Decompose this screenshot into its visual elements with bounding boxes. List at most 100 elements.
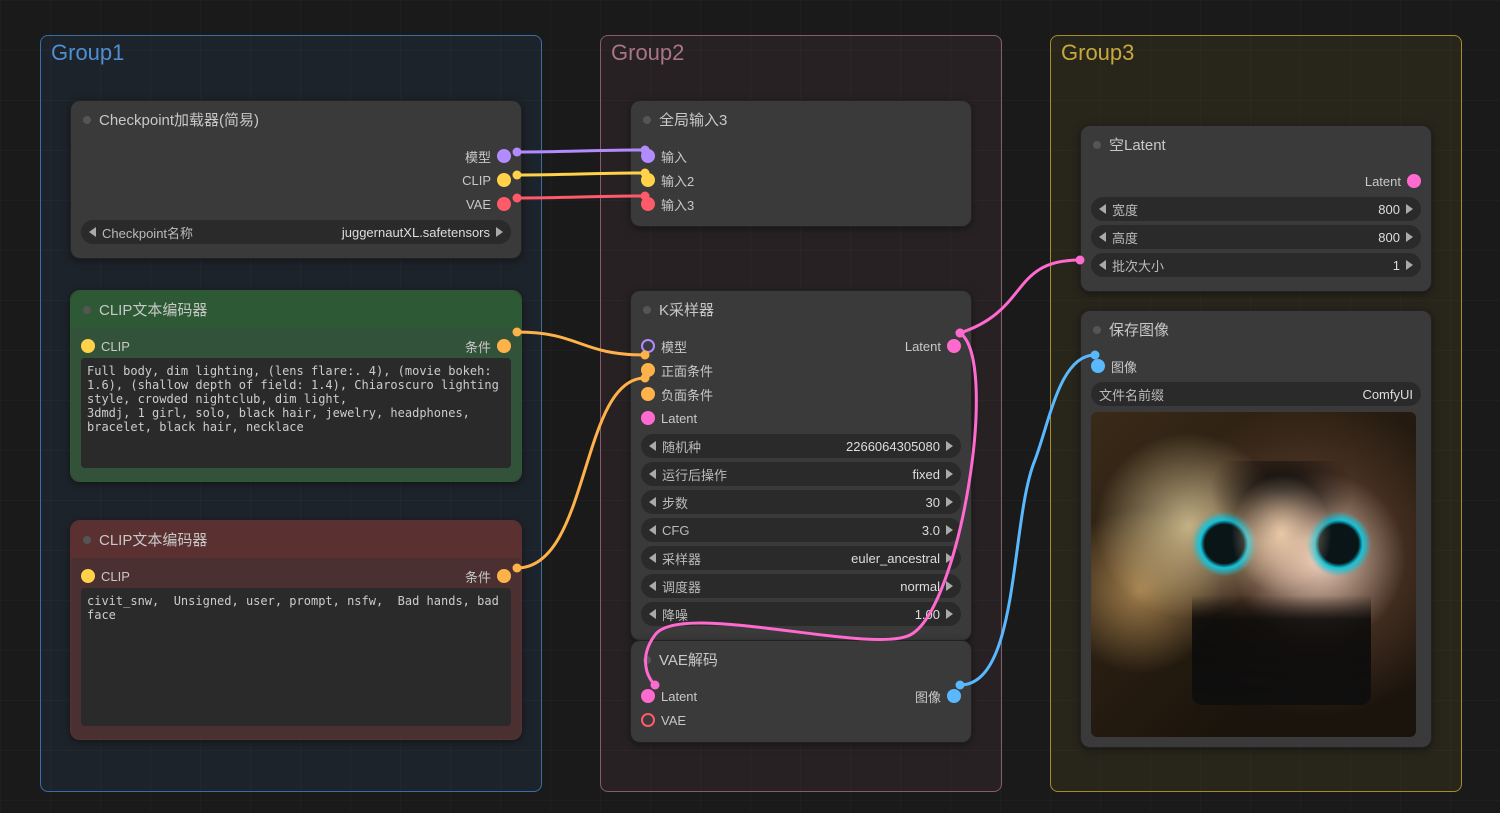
widget-value: juggernautXL.safetensors [342, 225, 490, 240]
chevron-left-icon[interactable] [649, 525, 656, 535]
ksampler-params-row[interactable]: 随机种2266064305080 [641, 434, 961, 458]
ksampler-params-row[interactable]: CFG3.0 [641, 518, 961, 542]
node-clip-text-positive[interactable]: CLIP文本编码器 CLIP 条件 [70, 290, 522, 482]
ksampler-params-row[interactable]: 采样器euler_ancestral [641, 546, 961, 570]
output-model-port[interactable] [497, 149, 511, 163]
chevron-right-icon[interactable] [946, 497, 953, 507]
param-value: 1.00 [915, 607, 940, 622]
input-model-port[interactable] [641, 339, 655, 353]
output-cond-port[interactable] [497, 339, 511, 353]
input-image-port[interactable] [1091, 359, 1105, 373]
collapse-icon[interactable] [1093, 141, 1101, 149]
collapse-icon[interactable] [83, 306, 91, 314]
node-header[interactable]: 全局输入3 [631, 101, 971, 138]
node-header[interactable]: CLIP文本编码器 [71, 521, 521, 558]
node-global-input[interactable]: 全局输入3 输入 输入2 输入3 [630, 100, 972, 227]
input-vae-label: VAE [661, 713, 686, 728]
input1-port[interactable] [641, 149, 655, 163]
node-clip-text-negative[interactable]: CLIP文本编码器 CLIP 条件 [70, 520, 522, 740]
chevron-left-icon[interactable] [649, 497, 656, 507]
chevron-right-icon[interactable] [946, 609, 953, 619]
checkpoint-name-widget[interactable]: Checkpoint名称 juggernautXL.safetensors [81, 220, 511, 244]
filename-prefix-widget[interactable]: 文件名前缀 ComfyUI [1091, 382, 1421, 406]
param-label: 批次大小 [1112, 256, 1164, 275]
input-vae-port[interactable] [641, 713, 655, 727]
input-latent-port[interactable] [641, 689, 655, 703]
input-clip-port[interactable] [81, 339, 95, 353]
chevron-right-icon[interactable] [946, 553, 953, 563]
param-label: 高度 [1112, 228, 1138, 247]
ksampler-params-row[interactable]: 运行后操作fixed [641, 462, 961, 486]
input-positive-label: 正面条件 [661, 361, 713, 380]
node-save-image[interactable]: 保存图像 图像 文件名前缀 ComfyUI [1080, 310, 1432, 748]
empty-latent-params-row[interactable]: 宽度 800 [1091, 197, 1421, 221]
collapse-icon[interactable] [1093, 326, 1101, 334]
chevron-left-icon[interactable] [1099, 204, 1106, 214]
input-latent-port[interactable] [641, 411, 655, 425]
output-image-preview[interactable] [1091, 412, 1416, 737]
ksampler-params-row[interactable]: 步数30 [641, 490, 961, 514]
chevron-right-icon[interactable] [946, 469, 953, 479]
chevron-right-icon[interactable] [1406, 204, 1413, 214]
input2-port[interactable] [641, 173, 655, 187]
node-header[interactable]: K采样器 [631, 291, 971, 328]
input3-port[interactable] [641, 197, 655, 211]
chevron-left-icon[interactable] [649, 581, 656, 591]
collapse-icon[interactable] [643, 656, 651, 664]
collapse-icon[interactable] [643, 306, 651, 314]
output-image-port[interactable] [947, 689, 961, 703]
output-latent-label: Latent [1365, 174, 1401, 189]
collapse-icon[interactable] [643, 116, 651, 124]
chevron-right-icon[interactable] [946, 525, 953, 535]
chevron-right-icon[interactable] [946, 581, 953, 591]
node-header[interactable]: 保存图像 [1081, 311, 1431, 348]
output-clip-port[interactable] [497, 173, 511, 187]
ksampler-params-row[interactable]: 降噪1.00 [641, 602, 961, 626]
ksampler-params-row[interactable]: 调度器normal [641, 574, 961, 598]
chevron-left-icon[interactable] [649, 469, 656, 479]
empty-latent-params-row[interactable]: 高度 800 [1091, 225, 1421, 249]
input-negative-port[interactable] [641, 387, 655, 401]
chevron-left-icon[interactable] [89, 227, 96, 237]
output-vae-port[interactable] [497, 197, 511, 211]
output-cond-port[interactable] [497, 569, 511, 583]
node-header[interactable]: CLIP文本编码器 [71, 291, 521, 328]
output-vae-label: VAE [466, 197, 491, 212]
node-empty-latent[interactable]: 空Latent Latent 宽度 800 高度 800 批次大小1 [1080, 125, 1432, 292]
output-latent-port[interactable] [947, 339, 961, 353]
chevron-right-icon[interactable] [946, 441, 953, 451]
node-header[interactable]: VAE解码 [631, 641, 971, 678]
param-value: 800 [1378, 202, 1400, 217]
node-header[interactable]: Checkpoint加载器(简易) [71, 101, 521, 138]
collapse-icon[interactable] [83, 536, 91, 544]
node-ksampler[interactable]: K采样器 模型 Latent 正面条件 负面条件 Latent 随机种22660… [630, 290, 972, 641]
input1-label: 输入 [661, 147, 687, 166]
chevron-right-icon[interactable] [1406, 260, 1413, 270]
node-header[interactable]: 空Latent [1081, 126, 1431, 163]
negative-prompt-textarea[interactable] [81, 588, 511, 726]
empty-latent-params-row[interactable]: 批次大小1 [1091, 253, 1421, 277]
chevron-right-icon[interactable] [1406, 232, 1413, 242]
input-clip-port[interactable] [81, 569, 95, 583]
positive-prompt-textarea[interactable] [81, 358, 511, 468]
input-latent-label: Latent [661, 411, 697, 426]
collapse-icon[interactable] [83, 116, 91, 124]
chevron-left-icon[interactable] [1099, 260, 1106, 270]
node-title: 全局输入3 [659, 109, 727, 130]
input-model-label: 模型 [661, 337, 687, 356]
node-vae-decode[interactable]: VAE解码 Latent 图像 VAE [630, 640, 972, 743]
chevron-left-icon[interactable] [1099, 232, 1106, 242]
output-cond-label: 条件 [465, 567, 491, 586]
node-title: CLIP文本编码器 [99, 299, 207, 320]
chevron-left-icon[interactable] [649, 441, 656, 451]
param-label: 宽度 [1112, 200, 1138, 219]
node-title: 保存图像 [1109, 319, 1169, 340]
chevron-right-icon[interactable] [496, 227, 503, 237]
node-title: K采样器 [659, 299, 714, 320]
input-positive-port[interactable] [641, 363, 655, 377]
output-latent-port[interactable] [1407, 174, 1421, 188]
chevron-left-icon[interactable] [649, 553, 656, 563]
chevron-left-icon[interactable] [649, 609, 656, 619]
param-value: 800 [1378, 230, 1400, 245]
node-checkpoint-loader[interactable]: Checkpoint加载器(简易) 模型 CLIP VAE Checkpoint… [70, 100, 522, 259]
